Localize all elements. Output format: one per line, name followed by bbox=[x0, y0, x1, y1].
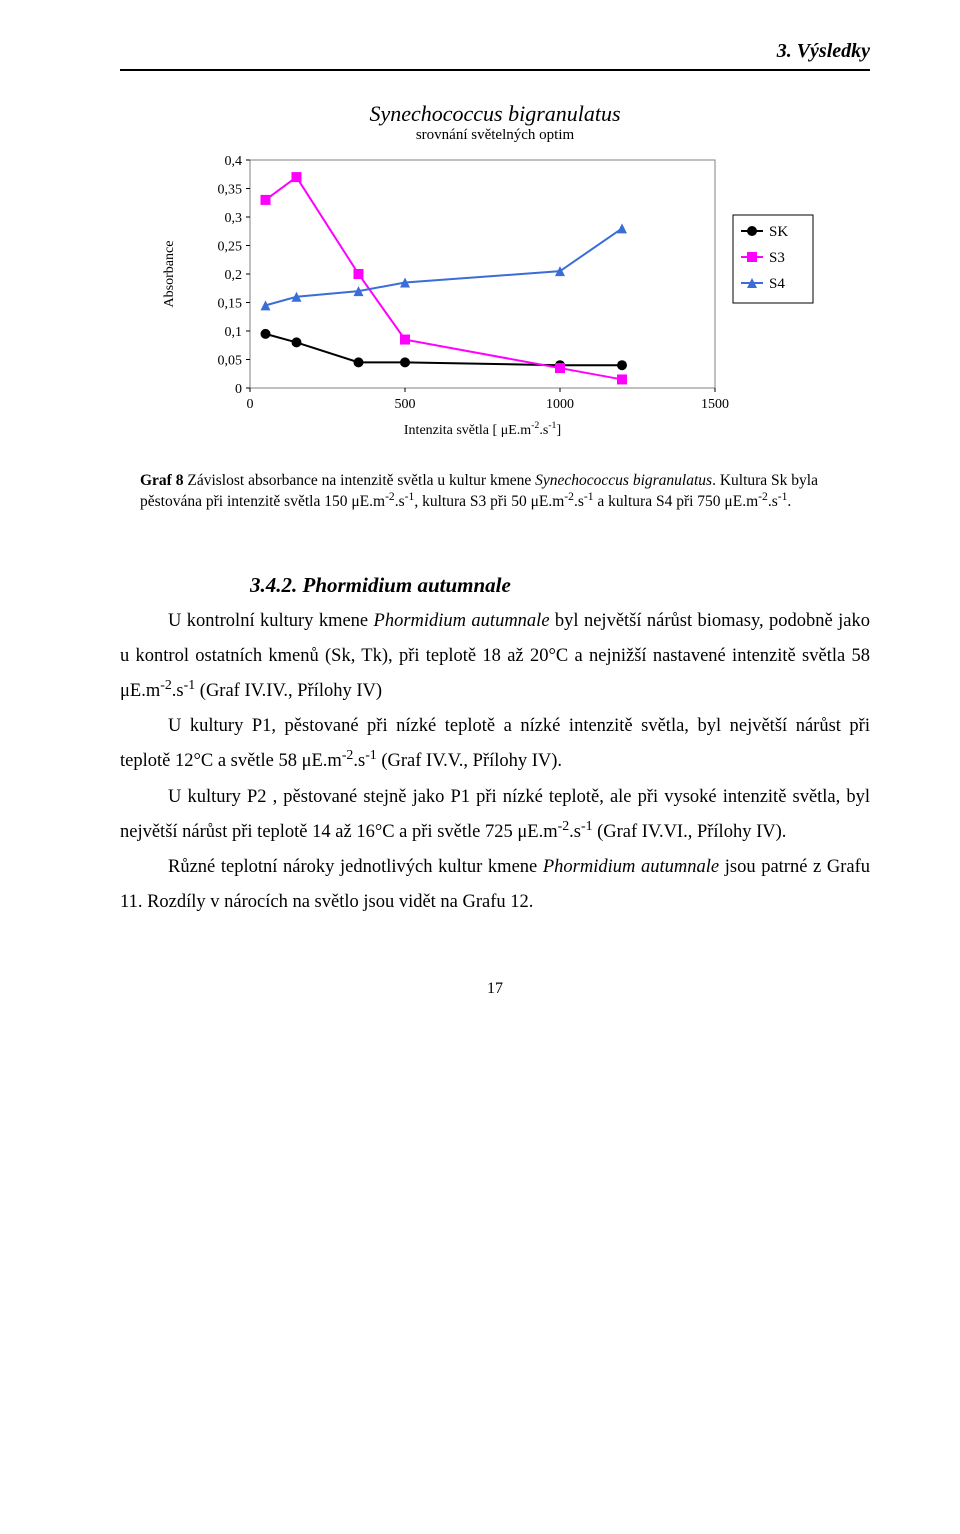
svg-text:Absorbance: Absorbance bbox=[162, 241, 177, 308]
sup: -1 bbox=[365, 748, 377, 763]
paragraph: Různé teplotní nároky jednotlivých kultu… bbox=[120, 850, 870, 920]
sup: -1 bbox=[581, 819, 593, 834]
caption-text: , kultura S3 při 50 μE.m bbox=[414, 493, 564, 510]
body-text: U kontrolní kultury kmene Phormidium aut… bbox=[120, 604, 870, 920]
sup: -2 bbox=[160, 678, 172, 693]
svg-text:Intenzita světla [ μE.m-2.s-1]: Intenzita světla [ μE.m-2.s-1] bbox=[404, 420, 561, 438]
page: 3. Výsledky Synechococcus bigranulatus s… bbox=[0, 0, 960, 1058]
svg-text:1000: 1000 bbox=[546, 397, 574, 412]
running-header: 3. Výsledky bbox=[120, 40, 870, 69]
chart-title-block: Synechococcus bigranulatus srovnání svět… bbox=[120, 101, 870, 144]
svg-text:0,2: 0,2 bbox=[225, 268, 243, 283]
text: .s bbox=[569, 822, 581, 842]
sup: -1 bbox=[184, 678, 196, 693]
text: .s bbox=[353, 751, 365, 771]
caption-text: .s bbox=[768, 493, 778, 510]
caption-sup: -1 bbox=[405, 490, 415, 503]
svg-text:500: 500 bbox=[395, 397, 416, 412]
svg-text:0,3: 0,3 bbox=[225, 211, 243, 226]
text: .s bbox=[172, 681, 184, 701]
text: U kontrolní kultury kmene bbox=[168, 611, 374, 631]
paragraph: U kontrolní kultury kmene Phormidium aut… bbox=[120, 604, 870, 709]
caption-sup: -1 bbox=[584, 490, 594, 503]
caption-sup: -2 bbox=[758, 490, 768, 503]
caption-sup: -2 bbox=[385, 490, 395, 503]
page-number: 17 bbox=[120, 980, 870, 998]
caption-text: a kultura S4 při 750 μE.m bbox=[594, 493, 759, 510]
svg-text:1500: 1500 bbox=[701, 397, 729, 412]
caption-text: .s bbox=[395, 493, 405, 510]
caption-text: . bbox=[787, 493, 791, 510]
chart-title: Synechococcus bigranulatus bbox=[120, 101, 870, 127]
caption-lead: Graf 8 bbox=[140, 472, 183, 489]
svg-text:0: 0 bbox=[247, 397, 254, 412]
svg-text:0,05: 0,05 bbox=[218, 354, 243, 369]
svg-text:0,15: 0,15 bbox=[218, 297, 243, 312]
svg-text:0: 0 bbox=[235, 382, 242, 397]
header-rule bbox=[120, 69, 870, 71]
paragraph: U kultury P1, pěstované při nízké teplot… bbox=[120, 709, 870, 779]
svg-text:SK: SK bbox=[769, 224, 788, 240]
text: (Graf IV.V., Přílohy IV). bbox=[377, 751, 562, 771]
subsection-heading: 3.4.2. Phormidium autumnale bbox=[250, 573, 870, 598]
paragraph: U kultury P2 , pěstované stejně jako P1 … bbox=[120, 780, 870, 850]
chart: 0 0,05 0,1 0,15 0,2 0,25 0,3 0,35 0,4 0 500 1000 150… bbox=[155, 148, 835, 453]
svg-text:0,4: 0,4 bbox=[225, 154, 243, 169]
taxon: Phormidium autumnale bbox=[543, 857, 719, 877]
svg-text:0,25: 0,25 bbox=[218, 240, 243, 255]
svg-text:S4: S4 bbox=[769, 276, 785, 292]
caption-taxon: Synechococcus bigranulatus bbox=[535, 472, 712, 489]
text: Různé teplotní nároky jednotlivých kultu… bbox=[168, 857, 543, 877]
svg-text:0,35: 0,35 bbox=[218, 183, 243, 198]
sup: -2 bbox=[558, 819, 570, 834]
caption-sup: -1 bbox=[778, 490, 788, 503]
svg-text:0,1: 0,1 bbox=[225, 325, 243, 340]
taxon: Phormidium autumnale bbox=[374, 611, 550, 631]
chart-svg: 0 0,05 0,1 0,15 0,2 0,25 0,3 0,35 0,4 0 500 1000 150… bbox=[155, 148, 835, 448]
text: (Graf IV.VI., Přílohy IV). bbox=[593, 822, 787, 842]
svg-text:S3: S3 bbox=[769, 250, 785, 266]
chart-subtitle: srovnání světelných optim bbox=[120, 127, 870, 144]
caption-sup: -2 bbox=[564, 490, 574, 503]
text: (Graf IV.IV., Přílohy IV) bbox=[195, 681, 382, 701]
caption-text: .s bbox=[574, 493, 584, 510]
sup: -2 bbox=[342, 748, 354, 763]
caption-text: Závislost absorbance na intenzitě světla… bbox=[183, 472, 535, 489]
figure-caption: Graf 8 Závislost absorbance na intenzitě… bbox=[140, 471, 850, 513]
